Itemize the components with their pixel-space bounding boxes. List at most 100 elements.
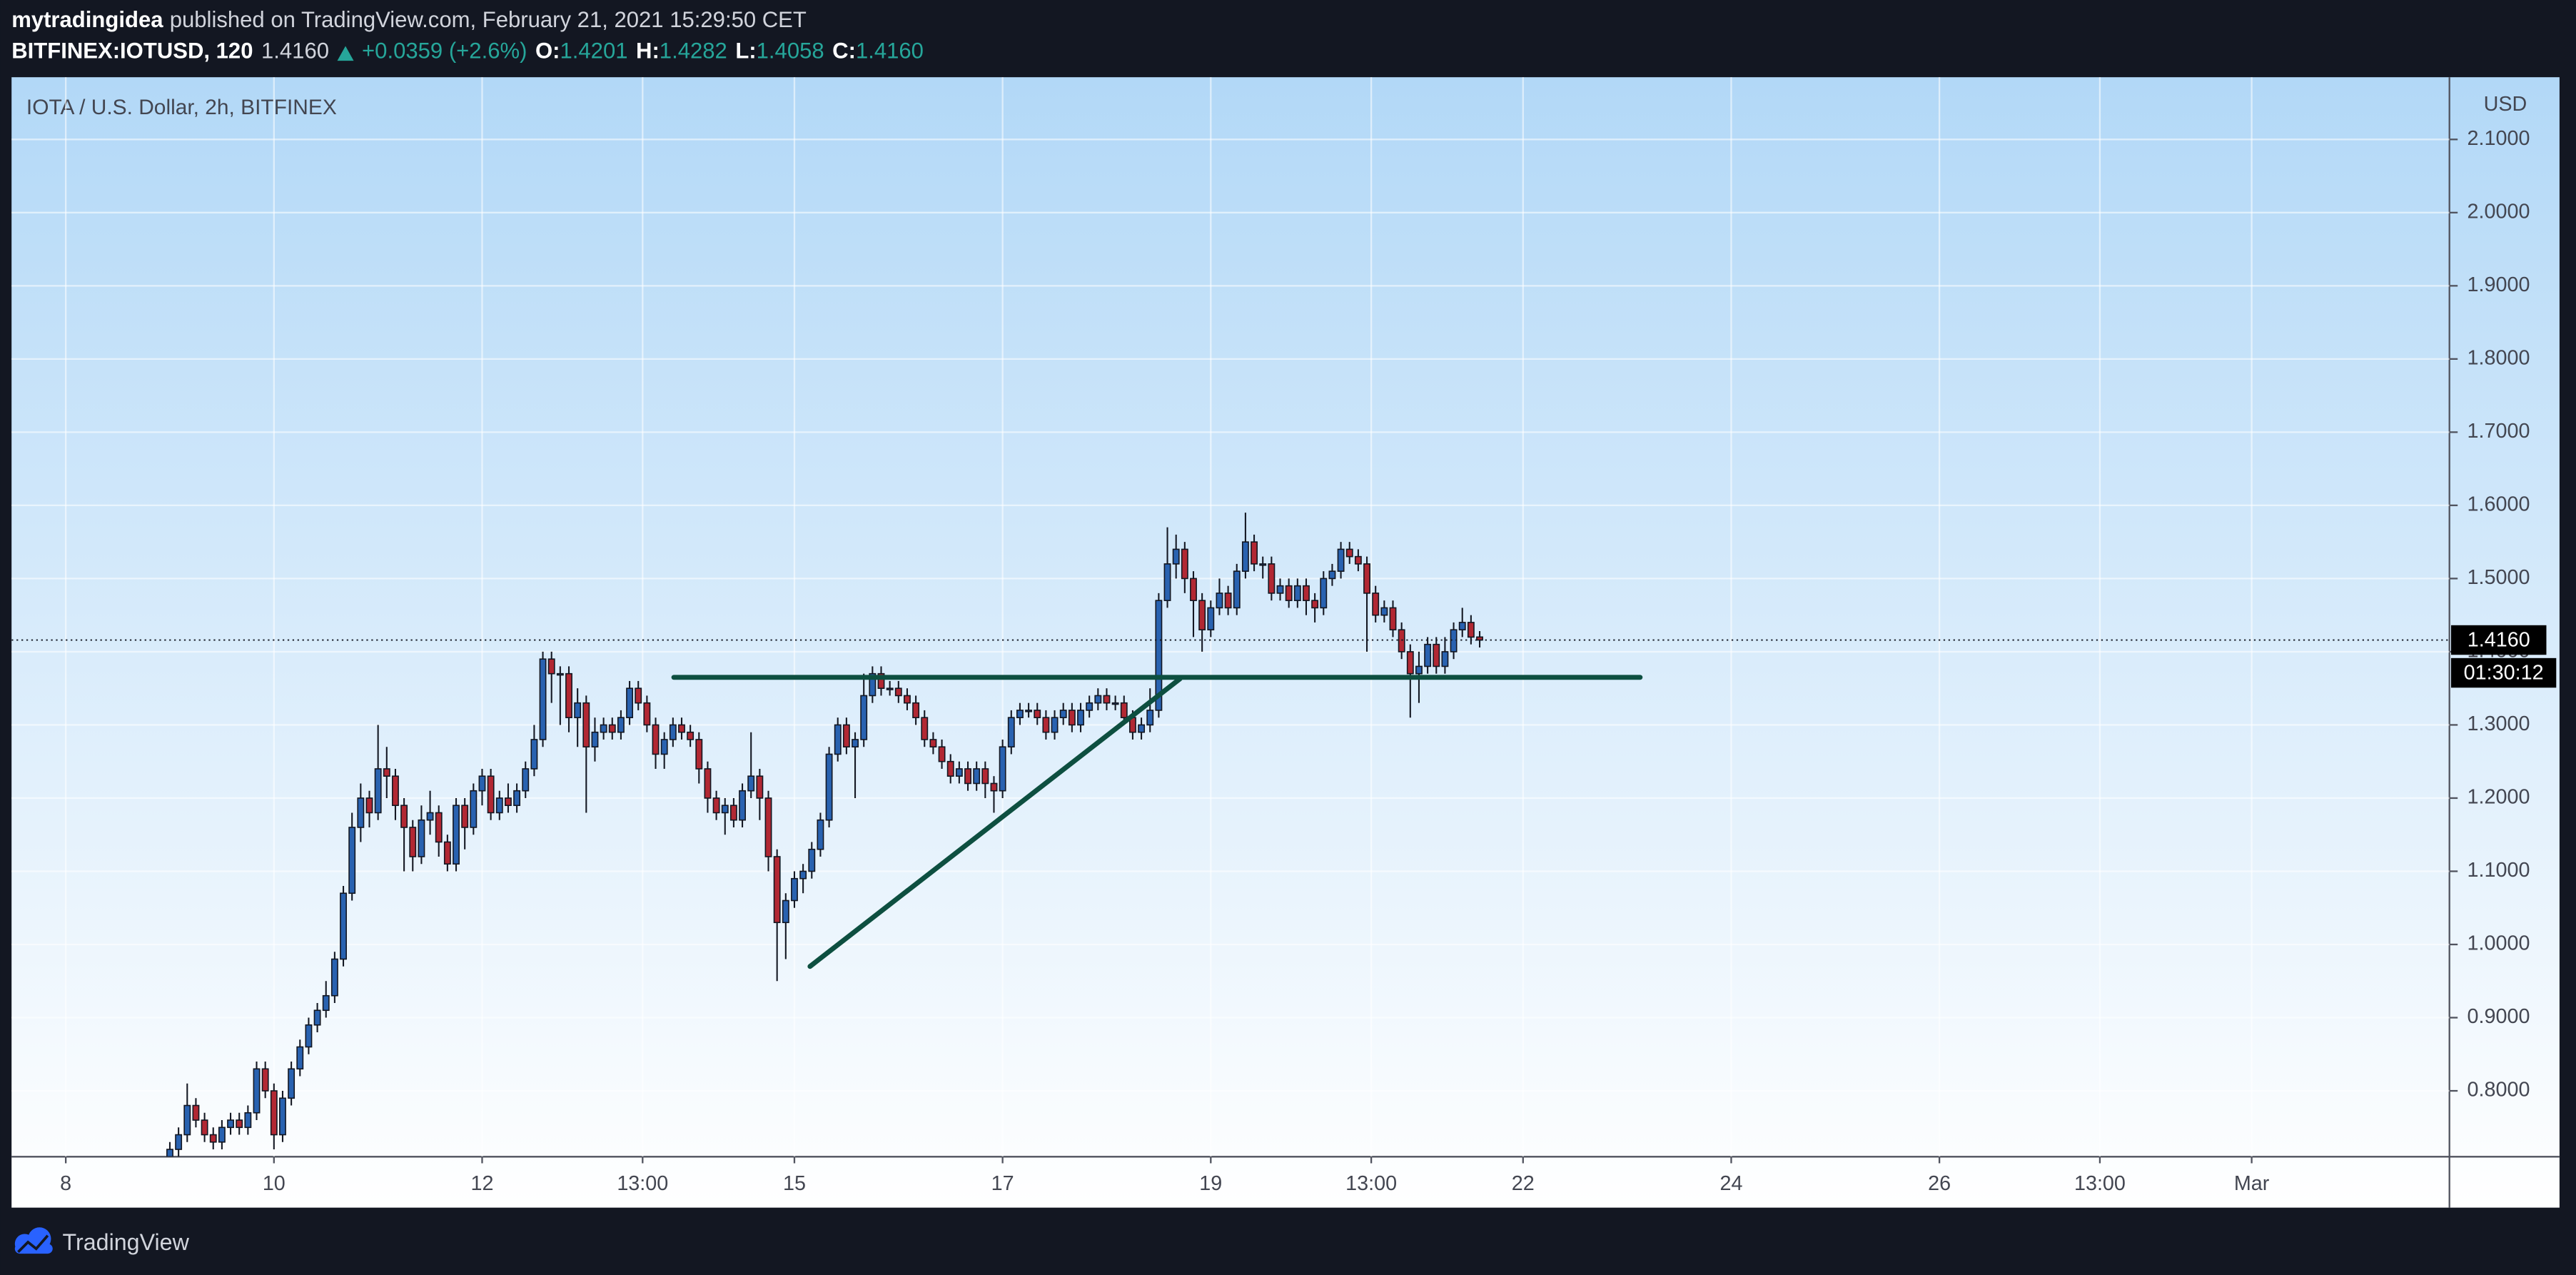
header-line-2: BITFINEX:IOTUSD, 120 1.4160 +0.0359 (+2.6%… [11,39,924,64]
y-tick-label: 1.6000 [2468,493,2530,515]
candle-body [261,1068,269,1092]
candle-body [574,702,582,718]
candle-body [955,768,963,777]
candle-body [617,717,625,733]
last: 1.4160 [261,39,329,64]
candle-body [1450,629,1458,652]
candle-body [842,724,850,748]
candle-body [591,731,599,748]
candle-body [1207,607,1215,630]
y-tick-label: 1.5000 [2468,566,2530,589]
candle-body [1068,710,1076,726]
candle-body [1059,710,1067,718]
candle-body [1103,695,1111,704]
last-price-label: 1.4160 [2468,628,2530,651]
candle-body [253,1068,261,1114]
candle-body [392,775,399,807]
candle-body [218,1127,226,1143]
candle-body [348,827,356,894]
plot [11,513,2450,1157]
candle-body [652,724,660,755]
candle-body [365,797,373,814]
candle-body [756,775,764,799]
candle-body [374,768,382,814]
candle-body [1433,643,1440,667]
candle-body [1285,585,1293,601]
x-tick-label: 15 [783,1172,806,1195]
candle-body [669,724,677,740]
trend-line [807,676,1183,969]
candle-body [1172,548,1180,565]
candle-body [1138,724,1146,733]
y-tick-label: 1.1000 [2468,859,2530,882]
candle-body [1190,578,1197,601]
chart-title: IOTA / U.S. Dollar, 2h, BITFINEX [26,96,337,119]
candle-body [340,892,347,960]
candle-body [1345,548,1353,558]
candle-body [791,877,798,902]
candle-body [288,1068,296,1099]
candle-body [426,812,434,821]
candle-body [461,805,469,828]
candle-body [166,1149,173,1157]
candle-body [739,790,746,821]
candle-body [227,1119,234,1129]
y-tick-label: 0.8000 [2468,1079,2530,1102]
candle-body [808,848,816,872]
high: 1.4282 [660,39,727,64]
countdown-box [2450,657,2557,688]
candle-body [236,1119,243,1129]
y-tick-label: 1.8000 [2468,346,2530,369]
candle-body [1086,702,1093,711]
candle-body [1293,585,1301,601]
candle-body [357,797,365,828]
chart-pane [11,77,2560,1208]
y-tick-label: 2.0000 [2468,200,2530,223]
y-tick-label: 1.9000 [2468,273,2530,296]
x-tick-label: 26 [1928,1172,1951,1195]
candle-body [938,746,946,762]
candle-body [1094,695,1102,704]
candle-body [877,672,885,689]
candle-body [409,827,417,857]
candle-body [175,1134,183,1150]
x-tick-label: 13:00 [1345,1172,1397,1195]
y-tick-label: 2.1000 [2468,127,2530,150]
published: published on TradingView.com, February 2… [170,7,807,32]
candle-body [626,687,634,718]
countdown-label: 01:30:12 [2464,661,2544,684]
candle-body [1025,710,1033,712]
change: +0.0359 (+2.6%) [362,39,527,64]
candle-body [1163,563,1171,601]
candle-body [729,805,737,821]
x-tick-label: 22 [1512,1172,1535,1195]
candle-body [1372,593,1380,616]
candle-body [539,658,547,740]
x-tick-label: 13:00 [2074,1172,2126,1195]
open: 1.4201 [560,39,627,64]
candle-body [782,899,789,924]
candle-body [695,739,703,770]
candle-body [296,1046,304,1070]
candle-body [912,702,920,718]
candle-body [1337,548,1345,572]
open-key: O: [535,39,560,64]
candle-body [1311,600,1319,609]
candle-body [678,724,685,733]
candle-body [183,1104,191,1136]
axes: 0.80000.90001.00001.10001.20001.30001.40… [60,127,2557,1195]
candle-body [1077,710,1084,726]
candle-body [565,672,572,718]
candle-body [894,687,902,697]
candle-body [773,856,781,924]
candle-body [556,672,564,676]
candle-body [635,687,642,704]
x-tick-label: 10 [263,1172,286,1195]
candle-body [209,1134,217,1143]
candle-body [799,870,807,880]
candle-body [1276,585,1284,594]
low: 1.4058 [757,39,824,64]
candle-body [279,1097,286,1136]
